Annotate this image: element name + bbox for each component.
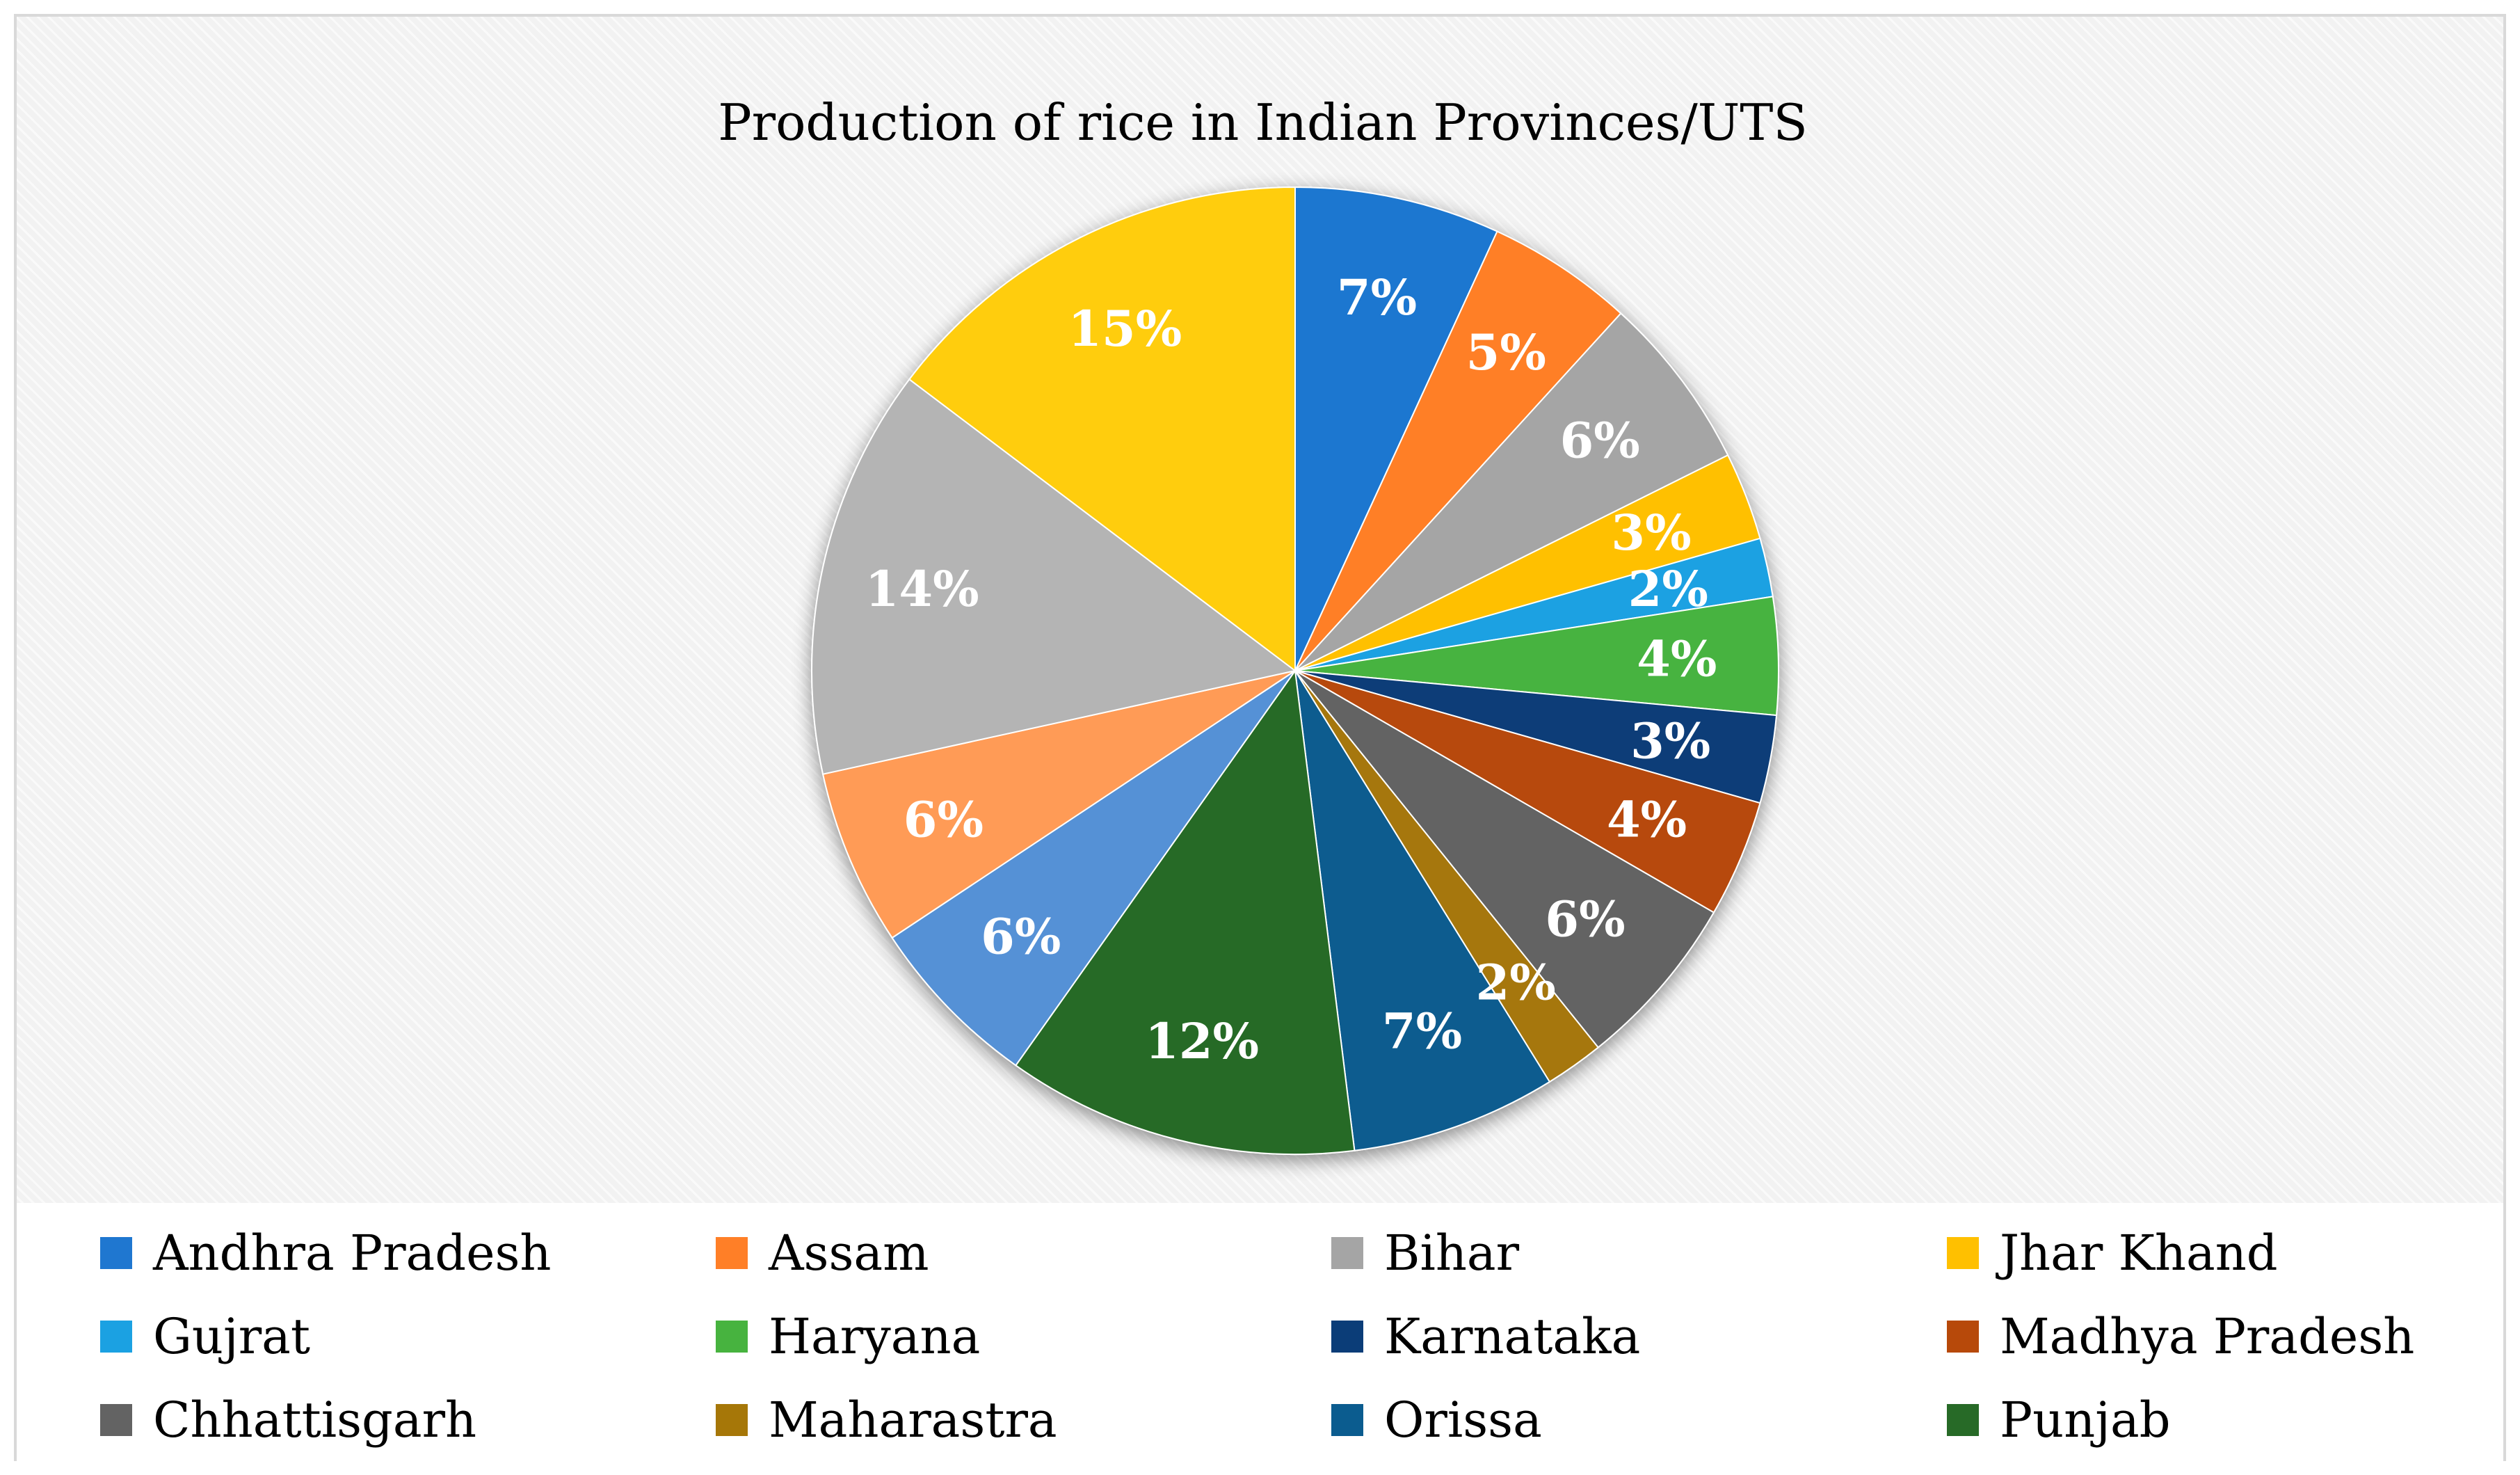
slice-data-label-14: 6% bbox=[904, 791, 984, 849]
legend-label: Assam bbox=[769, 1225, 929, 1282]
pie-slice-13 bbox=[891, 670, 1296, 1067]
slice-data-label-7: 3% bbox=[1630, 712, 1710, 770]
slice-data-label-4: 3% bbox=[1611, 504, 1691, 561]
pie-slices bbox=[811, 186, 1780, 1155]
legend-item: Orissa bbox=[1331, 1385, 1542, 1455]
legend-item: Assam bbox=[716, 1218, 929, 1288]
legend-label: Jhar Khand bbox=[2000, 1225, 2278, 1282]
legend-label: Chhattisgarh bbox=[153, 1392, 477, 1449]
legend-item: Andhra Pradesh bbox=[100, 1218, 552, 1288]
pie-chart: 7%5%6%3%2%4%3%4%6%2%7%12%6%6%14%15% bbox=[811, 186, 1780, 1155]
legend-item: Gujrat bbox=[100, 1302, 310, 1371]
pie-slice-15 bbox=[811, 378, 1297, 775]
legend-label: Orissa bbox=[1384, 1392, 1542, 1449]
slice-data-label-11: 7% bbox=[1382, 1002, 1462, 1060]
pie-slice-9 bbox=[1294, 670, 1715, 1049]
slice-data-label-16: 15% bbox=[1068, 300, 1182, 358]
legend-swatch bbox=[100, 1237, 132, 1269]
slice-data-label-6: 4% bbox=[1637, 630, 1717, 688]
chart-frame: Production of rice in Indian Provinces/U… bbox=[14, 14, 2506, 1461]
legend-item: Punjab bbox=[1947, 1385, 2171, 1455]
pie-data-labels: 7%5%6%3%2%4%3%4%6%2%7%12%6%6%14%15% bbox=[865, 269, 1717, 1070]
legend-swatch bbox=[1331, 1237, 1363, 1269]
pie-slice-16 bbox=[908, 186, 1296, 673]
legend-swatch bbox=[100, 1404, 132, 1436]
legend-label: Madhya Pradesh bbox=[2000, 1308, 2415, 1365]
pie-slice-3 bbox=[1294, 312, 1729, 671]
slice-data-label-15: 14% bbox=[865, 560, 979, 618]
slice-data-label-1: 7% bbox=[1337, 269, 1417, 326]
legend-label: Haryana bbox=[769, 1308, 981, 1365]
legend-item: Karnataka bbox=[1331, 1302, 1640, 1371]
legend-swatch bbox=[1947, 1321, 1979, 1353]
legend-label: Karnataka bbox=[1384, 1308, 1641, 1365]
slice-data-label-12: 12% bbox=[1145, 1012, 1259, 1070]
pie-slice-14 bbox=[821, 670, 1296, 939]
slice-data-label-9: 6% bbox=[1545, 891, 1625, 948]
legend-item: Haryana bbox=[716, 1302, 980, 1371]
pie-slice-12 bbox=[1015, 669, 1356, 1155]
legend-swatch bbox=[1331, 1321, 1363, 1353]
legend-item: Jhar Khand bbox=[1947, 1218, 2278, 1288]
legend-swatch bbox=[716, 1321, 748, 1353]
legend-item: Madhya Pradesh bbox=[1947, 1302, 2414, 1371]
slice-data-label-8: 4% bbox=[1607, 791, 1687, 849]
pie-slice-1 bbox=[1294, 186, 1498, 671]
slice-data-label-5: 2% bbox=[1628, 560, 1708, 618]
slice-data-label-13: 6% bbox=[981, 908, 1061, 966]
legend-label: Punjab bbox=[2000, 1392, 2171, 1449]
legend-swatch bbox=[100, 1321, 132, 1353]
legend-swatch bbox=[716, 1404, 748, 1436]
chart-title: Production of rice in Indian Provinces/U… bbox=[718, 93, 1808, 152]
legend-swatch bbox=[716, 1237, 748, 1269]
legend-label: Bihar bbox=[1384, 1225, 1520, 1282]
legend-item: Chhattisgarh bbox=[100, 1385, 476, 1455]
slice-data-label-2: 5% bbox=[1466, 324, 1546, 381]
legend-label: Maharastra bbox=[769, 1392, 1057, 1449]
legend-item: Maharastra bbox=[716, 1385, 1057, 1455]
legend-label: Gujrat bbox=[153, 1308, 311, 1365]
legend-swatch bbox=[1947, 1404, 1979, 1436]
pie-slice-2 bbox=[1294, 230, 1622, 671]
legend-label: Andhra Pradesh bbox=[153, 1225, 552, 1282]
slice-data-label-10: 2% bbox=[1476, 954, 1556, 1012]
legend: Andhra Pradesh Assam Bihar Jhar Khand Gujrat… bbox=[17, 1203, 2503, 1461]
slice-data-label-3: 6% bbox=[1560, 412, 1640, 470]
legend-swatch bbox=[1947, 1237, 1979, 1269]
legend-swatch bbox=[1331, 1404, 1363, 1436]
pie-slice-11 bbox=[1294, 670, 1551, 1151]
legend-item: Bihar bbox=[1331, 1218, 1519, 1288]
